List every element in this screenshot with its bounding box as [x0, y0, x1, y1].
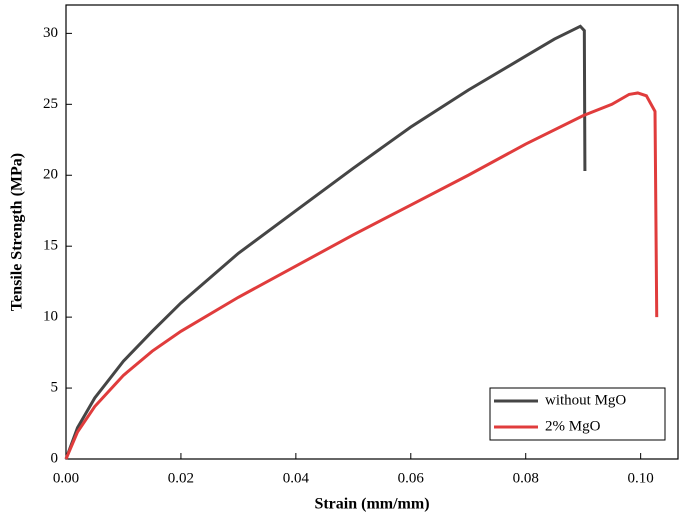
y-tick-label: 10 [43, 309, 58, 325]
y-tick-label: 30 [43, 25, 58, 41]
plot-frame [65, 4, 679, 460]
x-tick-label: 0.02 [168, 470, 194, 486]
x-tick-label: 0.00 [53, 470, 79, 486]
y-tick-label: 0 [51, 450, 59, 466]
x-tick-label: 0.10 [628, 470, 654, 486]
y-axis-label: Tensile Strength (MPa) [9, 153, 26, 311]
line [64, 91, 659, 460]
y-tick-label: 15 [43, 238, 58, 254]
x-axis-label: Strain (mm/mm) [314, 496, 429, 513]
legend-label: without MgO [545, 392, 626, 408]
y-tick-label: 20 [43, 167, 58, 183]
x-tick-label: 0.04 [283, 470, 310, 486]
x-tick-label: 0.08 [513, 470, 539, 486]
y-tick-label: 25 [43, 96, 58, 112]
line [64, 24, 587, 460]
x-tick-label: 0.06 [398, 470, 425, 486]
legend-label: 2% MgO [545, 418, 601, 434]
y-tick-label: 5 [51, 380, 59, 396]
legend-box [489, 387, 666, 441]
